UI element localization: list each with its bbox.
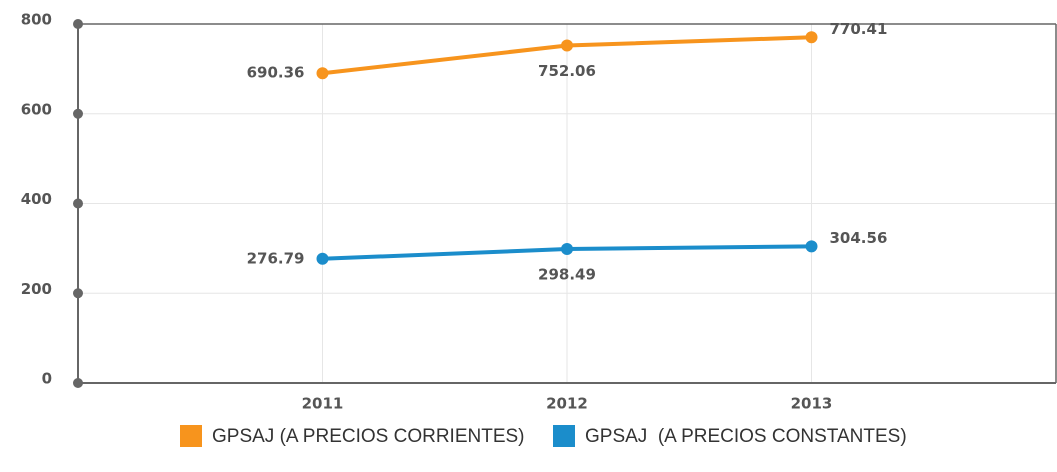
data-label: 298.49 xyxy=(538,266,596,284)
y-tick-label: 600 xyxy=(21,100,52,118)
x-tick-label: 2013 xyxy=(791,395,833,413)
x-tick-label: 2012 xyxy=(546,395,588,413)
data-label: 276.79 xyxy=(247,249,305,267)
data-label: 690.36 xyxy=(247,64,305,82)
y-tick-dot xyxy=(73,19,83,29)
legend-swatch xyxy=(553,425,575,447)
point xyxy=(561,243,573,256)
legend-label: GPSAJ (A PRECIOS CONSTANTES) xyxy=(585,426,907,447)
data-label: 770.41 xyxy=(830,20,888,38)
x-tick-label: 2011 xyxy=(302,395,344,413)
y-tick-dot xyxy=(73,198,83,209)
point xyxy=(316,252,329,265)
y-tick-label: 800 xyxy=(21,11,52,29)
y-tick-label: 200 xyxy=(21,280,52,298)
point xyxy=(805,31,818,44)
y-tick-label: 400 xyxy=(21,190,52,208)
y-tick-label: 0 xyxy=(42,370,52,388)
data-label: 304.56 xyxy=(830,229,888,247)
y-tick-dot xyxy=(73,378,83,388)
point xyxy=(805,240,818,253)
legend-swatch xyxy=(180,425,202,447)
point xyxy=(561,39,573,52)
y-tick-dot xyxy=(73,288,83,299)
data-label: 752.06 xyxy=(538,62,596,80)
y-tick-dot xyxy=(73,108,83,119)
point xyxy=(316,67,329,80)
legend-label: GPSAJ (A PRECIOS CORRIENTES) xyxy=(212,426,525,447)
